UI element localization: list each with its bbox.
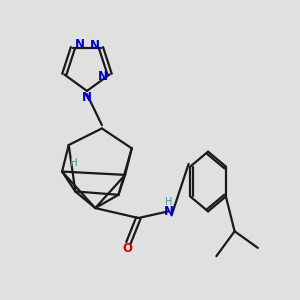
Text: N: N xyxy=(75,38,85,51)
Text: H: H xyxy=(70,158,78,168)
Text: O: O xyxy=(123,242,133,255)
Text: N: N xyxy=(164,205,174,218)
Text: N: N xyxy=(82,91,92,104)
Text: N: N xyxy=(98,70,107,83)
Text: H: H xyxy=(165,197,172,207)
Text: N: N xyxy=(90,39,100,52)
